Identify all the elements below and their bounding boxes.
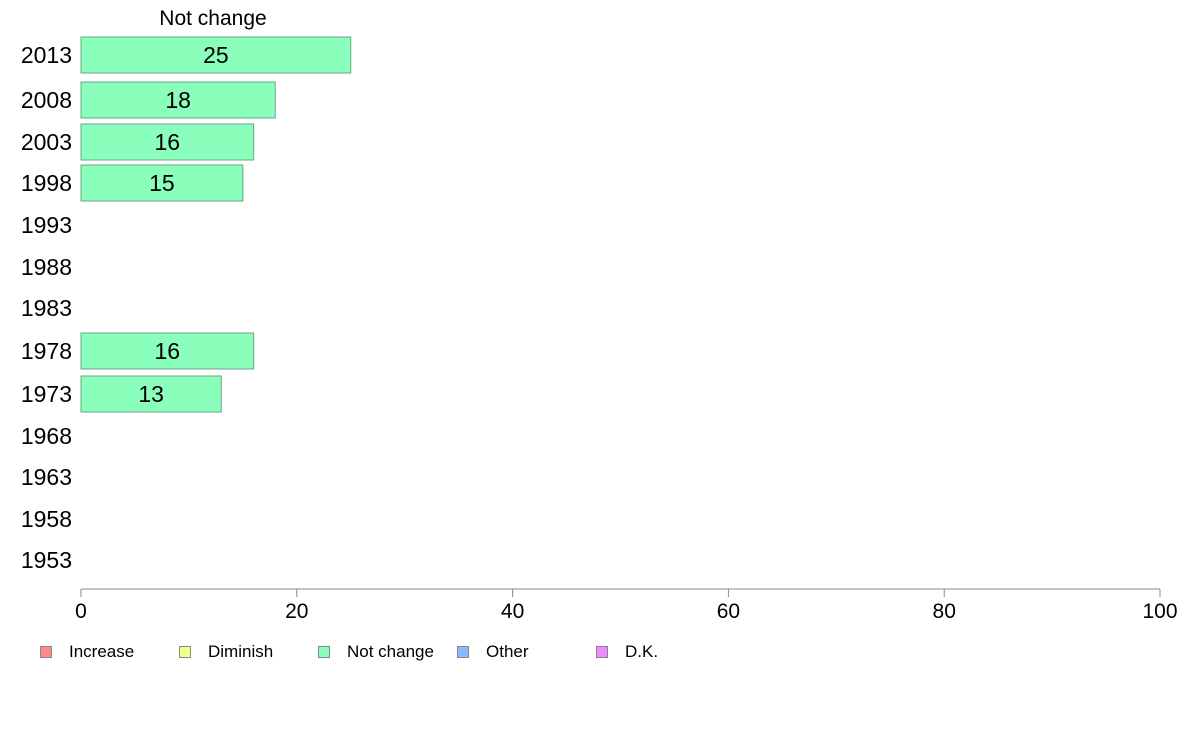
data-label-2013: 25 (203, 42, 229, 68)
bars-layer: 25 18 16 15 16 13 (80, 36, 352, 413)
legend-swatch-increase (40, 646, 52, 658)
year-label-1958: 1958 (21, 506, 72, 532)
year-label-1963: 1963 (21, 464, 72, 490)
legend-swatch-not-change (318, 646, 330, 658)
x-tick-label-40: 40 (501, 600, 524, 623)
legend-label-diminish: Diminish (208, 642, 274, 661)
data-label-1998: 15 (149, 170, 175, 196)
legend-item-dk: D.K. (596, 642, 658, 662)
data-label-1973: 13 (138, 381, 164, 407)
bar-2008 (80, 81, 276, 119)
data-label-2003: 16 (155, 129, 181, 155)
year-label-1983: 1983 (21, 295, 72, 321)
legend-item-increase: Increase (40, 642, 134, 662)
legend-label-increase: Increase (69, 642, 135, 661)
bar-1998 (80, 164, 244, 202)
year-label-1968: 1968 (21, 423, 72, 449)
year-label-1993: 1993 (21, 212, 72, 238)
chart-title: Not change (159, 7, 266, 30)
legend-swatch-dk (596, 646, 608, 658)
year-label-2003: 2003 (21, 129, 72, 155)
legend-swatch-other (457, 646, 469, 658)
legend-label-other: Other (486, 642, 529, 661)
year-label-1998: 1998 (21, 170, 72, 196)
year-label-1973: 1973 (21, 381, 72, 407)
year-label-2008: 2008 (21, 87, 72, 113)
data-label-1978: 16 (155, 338, 181, 364)
year-label-1978: 1978 (21, 338, 72, 364)
legend-label-not-change: Not change (347, 642, 434, 661)
x-tick-label-100: 100 (1142, 600, 1177, 623)
x-axis: 0 20 40 60 80 100 (75, 588, 1178, 623)
bar-1973 (80, 375, 222, 413)
legend-swatch-diminish (179, 646, 191, 658)
bar-2013 (80, 36, 352, 74)
x-tick-label-60: 60 (717, 600, 740, 623)
x-tick-label-80: 80 (933, 600, 956, 623)
x-tick-label-0: 0 (75, 600, 87, 623)
legend-item-diminish: Diminish (179, 642, 273, 662)
year-labels: 2013 2008 2003 1998 1993 1988 1983 1978 1973 1968… (21, 42, 72, 573)
legend-label-dk: D.K. (625, 642, 659, 661)
data-label-2008: 18 (165, 87, 191, 113)
legend-item-other: Other (457, 642, 529, 662)
year-label-2013: 2013 (21, 42, 72, 68)
legend-item-not-change: Not change (318, 642, 434, 662)
year-label-1953: 1953 (21, 547, 72, 573)
bar-1978 (80, 332, 255, 370)
x-tick-label-20: 20 (285, 600, 308, 623)
year-label-1988: 1988 (21, 254, 72, 280)
bar-2003 (80, 123, 255, 161)
